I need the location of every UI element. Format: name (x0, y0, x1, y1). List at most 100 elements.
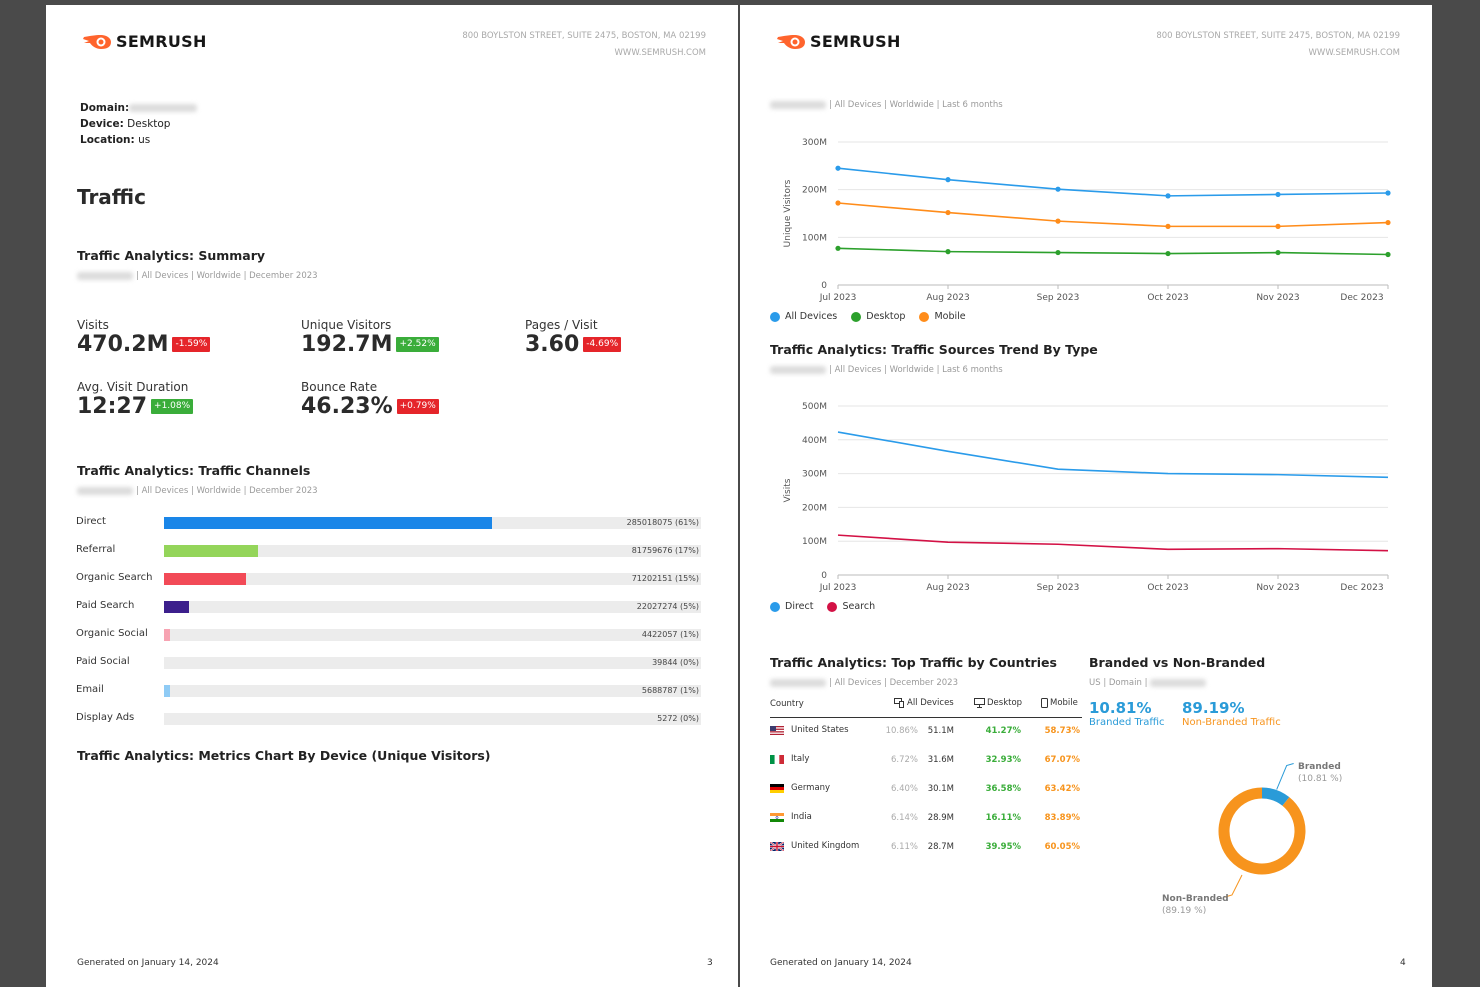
change-badge: +0.79% (396, 399, 439, 414)
flag-in-icon (770, 812, 784, 822)
change-badge: -1.59% (172, 337, 211, 352)
channel-value: 5272 (0%) (657, 714, 699, 723)
country-name: Italy (791, 754, 810, 764)
metric-value: 470.2M (77, 332, 169, 357)
page-heading: Traffic (77, 185, 146, 209)
legend-label: Search (842, 601, 876, 612)
col-header-all-devices: All Devices (894, 698, 954, 708)
semrush-logo: SEMRUSH (776, 32, 901, 51)
country-visits: 51.1M (927, 726, 954, 736)
legend-dot-icon (770, 311, 780, 322)
channel-label: Display Ads (76, 712, 135, 723)
channels-subtitle: | All Devices | Worldwide | December 202… (77, 486, 318, 496)
channel-row: Paid Search 22027274 (5%) (76, 600, 701, 614)
y-axis-label: Visits (783, 478, 793, 502)
header-divider (770, 717, 1082, 718)
y-tick-label: 500M (802, 402, 827, 412)
country-share: 6.72% (890, 755, 918, 765)
country-visits: 30.1M (927, 784, 954, 794)
country-row: Italy 6.72% 31.6M 32.93% 67.07% (770, 753, 1082, 769)
legend-item[interactable]: Direct (770, 601, 813, 612)
channel-label: Referral (76, 544, 116, 555)
legend-item[interactable]: All Devices (770, 311, 837, 322)
domain-redacted (770, 366, 826, 374)
x-tick-label: Dec 2023 (1340, 583, 1383, 593)
branded-stat: 10.81% Branded Traffic (1089, 699, 1165, 728)
channel-bar-track: 4422057 (1%) (164, 629, 701, 641)
channel-row: Referral 81759676 (17%) (76, 544, 701, 558)
data-point (1165, 223, 1171, 229)
legend-item[interactable]: Desktop (851, 311, 905, 322)
legend-item[interactable]: Search (827, 601, 875, 612)
col-header-country: Country (770, 699, 804, 709)
country-name: United States (791, 725, 849, 735)
summary-filters: | All Devices | Worldwide | December 202… (136, 271, 318, 281)
report-page-3: SEMRUSH 800 BOYLSTON STREET, SUITE 2475,… (46, 5, 738, 987)
data-point (1055, 218, 1061, 224)
metric-value: 3.60 (525, 332, 580, 357)
country-cell: India (770, 812, 812, 822)
metric-label: Unique Visitors (301, 318, 392, 332)
channel-value: 71202151 (15%) (631, 574, 699, 583)
x-tick-label: Oct 2023 (1147, 293, 1188, 303)
channel-label: Email (76, 684, 104, 695)
channel-value: 285018075 (61%) (626, 518, 699, 527)
data-point (1385, 251, 1391, 258)
x-tick-label: Nov 2023 (1256, 583, 1299, 593)
semrush-flame-icon (777, 34, 805, 49)
channel-label: Organic Search (76, 572, 153, 583)
nonbranded-leader-line (1224, 874, 1243, 898)
domain-redacted (770, 101, 826, 109)
data-point (1055, 186, 1061, 192)
metric-visits: Visits 470.2M -1.59% (77, 318, 211, 357)
chart1-filters: | All Devices | Worldwide | Last 6 month… (829, 100, 1003, 110)
channel-label: Paid Search (76, 600, 135, 611)
generated-date: Generated on January 14, 2024 (77, 958, 219, 968)
data-point (1385, 190, 1391, 196)
country-desktop-share: 36.58% (985, 784, 1021, 794)
x-tick-label: Sep 2023 (1037, 583, 1080, 593)
branded-value: 10.81% (1089, 699, 1152, 717)
series-line (837, 167, 1389, 197)
country-name: Germany (791, 783, 831, 793)
country-name: India (791, 812, 812, 822)
channel-bar-track: 5272 (0%) (164, 713, 701, 725)
address-line-2: WWW.SEMRUSH.COM (614, 48, 706, 58)
legend-label: Mobile (934, 311, 966, 322)
donut-slice (1218, 787, 1306, 875)
metric-value: 12:27 (77, 394, 148, 419)
unique-visitors-line-chart: 0 100M 200M 300M Jul 2023 Aug 2023 Sep 2023 Oct… (783, 138, 1391, 303)
country-desktop-share: 32.93% (985, 755, 1021, 765)
domain-label: Domain: (80, 102, 130, 114)
data-point (1385, 219, 1391, 226)
chart2-subtitle: | All Devices | Worldwide | Last 6 month… (770, 365, 1003, 375)
change-badge: +1.08% (151, 399, 194, 414)
x-tick-label: Jul 2023 (819, 293, 857, 303)
change-badge: -4.69% (583, 337, 622, 352)
branded-subtitle: US | Domain | (1089, 678, 1207, 688)
channel-bar-track: 5688787 (1%) (164, 685, 701, 697)
chart1-legend: All Devices Desktop Mobile (770, 311, 966, 322)
legend-dot-icon (919, 311, 930, 322)
x-tick-label: Jul 2023 (819, 583, 857, 593)
channel-bar-fill (164, 573, 246, 585)
y-tick-label: 0 (821, 571, 827, 581)
data-point (945, 209, 951, 216)
domain-redacted (77, 487, 133, 495)
channel-row: Email 5688787 (1%) (76, 684, 701, 698)
branded-donut-chart: Branded (10.81 %) Non-Branded (89.19 %) (1162, 762, 1342, 916)
branded-filters: US | Domain | (1089, 678, 1148, 688)
channel-value: 22027274 (5%) (636, 602, 699, 611)
report-meta: Domain: Device: Desktop Location: us (80, 100, 198, 148)
data-point (835, 245, 841, 251)
metric-unique-visitors: Unique Visitors 192.7M +2.52% (301, 318, 439, 357)
country-mobile-share: 58.73% (1044, 726, 1080, 736)
legend-item[interactable]: Mobile (919, 311, 966, 322)
metric-label: Visits (77, 318, 109, 332)
data-point (945, 177, 951, 183)
channel-bar-fill (164, 601, 189, 613)
page-number: 4 (1400, 958, 1406, 968)
country-mobile-share: 83.89% (1044, 813, 1080, 823)
channel-row: Paid Social 39844 (0%) (76, 656, 701, 670)
summary-subtitle: | All Devices | Worldwide | December 202… (77, 271, 318, 281)
